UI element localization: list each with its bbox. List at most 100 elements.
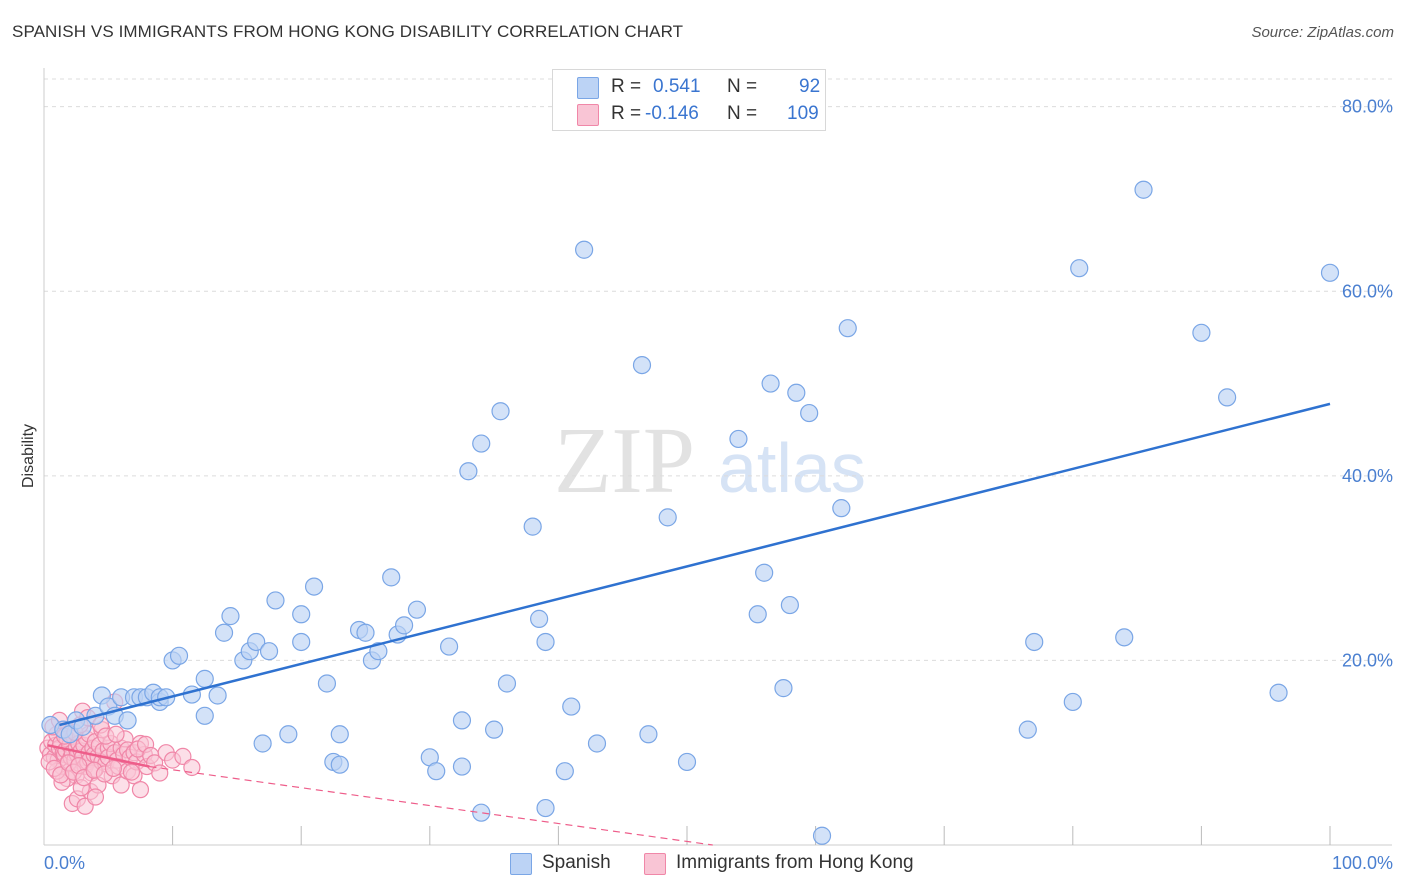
watermark-zip: ZIP	[554, 409, 695, 513]
trend-lines	[47, 402, 1331, 846]
spanish-point-53	[472, 803, 491, 822]
spanish-point-74	[774, 679, 793, 698]
legend-swatch-spanish	[577, 77, 599, 99]
y-tick-label-80: 80.0%	[1342, 97, 1393, 117]
spanish-point-31	[279, 725, 298, 744]
gridlines	[44, 78, 1392, 661]
spanish-point-30	[266, 591, 285, 610]
y-tick-labels: 20.0% 40.0% 60.0% 80.0%	[1342, 97, 1393, 671]
spanish-point-32	[292, 605, 311, 624]
spanish-point-22	[208, 686, 227, 705]
spanish-point-57	[497, 674, 517, 693]
axes	[43, 68, 1392, 846]
spanish-point-78	[812, 826, 832, 845]
spanish-point-65	[587, 734, 607, 753]
spanish-point-38	[330, 755, 349, 774]
x-ticks	[172, 826, 1331, 845]
spanish-point-80	[838, 319, 857, 338]
spanish-point-71	[748, 605, 767, 624]
spanish-point-61	[536, 798, 555, 818]
spanish-point-70	[729, 429, 748, 449]
spanish-point-29	[259, 642, 279, 661]
spanish-point-34	[304, 577, 324, 596]
spanish-point-40	[356, 623, 375, 642]
trend-line-hong-kong-extension	[149, 765, 713, 846]
y-tick-label-20: 20.0%	[1342, 650, 1393, 670]
source-credit: Source: ZipAtlas.com	[1251, 24, 1394, 41]
spanish-point-23	[214, 623, 234, 642]
spanish-point-88	[1218, 388, 1237, 407]
spanish-point-48	[427, 762, 446, 781]
hong-kong-point-99	[122, 763, 141, 781]
spanish-point-85	[1115, 628, 1134, 647]
spanish-point-79	[832, 499, 851, 518]
spanish-point-81	[1018, 720, 1037, 739]
bottom-legend-swatch-hong-kong	[644, 853, 666, 875]
hong-kong-point-67	[131, 781, 150, 799]
spanish-point-56	[491, 402, 510, 421]
spanish-point-33	[292, 632, 311, 652]
spanish-point-84	[1070, 259, 1089, 278]
spanish-point-75	[780, 595, 799, 615]
y-tick-label-60: 60.0%	[1342, 281, 1393, 301]
spanish-point-60	[536, 632, 555, 652]
legend-n-value-spanish: 92	[799, 76, 821, 97]
spanish-point-42	[369, 642, 388, 661]
spanish-point-50	[452, 711, 472, 730]
spanish-point-86	[1134, 180, 1153, 199]
bottom-legend-swatch-spanish	[510, 853, 532, 875]
legend-n-label: N =	[727, 76, 758, 97]
legend-r-label: R =	[611, 103, 642, 124]
correlation-legend: R = 0.541 N = 92 R = -0.146 N = 109	[552, 69, 826, 131]
spanish-point-9	[118, 711, 137, 730]
legend-swatch-hong-kong	[577, 104, 599, 126]
spanish-point-73	[761, 374, 780, 393]
spanish-point-87	[1192, 323, 1211, 342]
spanish-point-27	[247, 632, 266, 652]
spanish-point-52	[459, 462, 478, 481]
spanish-point-90	[1320, 263, 1340, 282]
spanish-point-59	[530, 609, 549, 628]
spanish-point-83	[1063, 692, 1082, 712]
spanish-point-68	[658, 508, 677, 527]
spanish-point-19	[182, 685, 201, 704]
x-tick-label-min: 0.0%	[44, 853, 85, 873]
spanish-point-46	[407, 600, 427, 619]
spanish-point-55	[485, 720, 504, 739]
spanish-point-77	[800, 403, 819, 423]
legend-r-label: R =	[611, 76, 642, 97]
spanish-point-89	[1269, 683, 1288, 702]
legend-r-value-spanish: 0.541	[653, 76, 701, 97]
spanish-point-54	[472, 434, 491, 453]
watermark: ZIP atlas	[554, 409, 866, 513]
x-tick-label-max: 100.0%	[1332, 853, 1393, 873]
series-spanish-points	[41, 180, 1340, 845]
y-axis-label: Disability	[20, 424, 37, 488]
x-tick-labels: 0.0% 100.0%	[44, 853, 1393, 873]
spanish-point-24	[221, 607, 240, 626]
spanish-point-67	[639, 725, 658, 744]
spanish-point-64	[575, 240, 594, 259]
spanish-point-82	[1025, 632, 1044, 652]
spanish-point-69	[677, 752, 697, 772]
legend-n-label: N =	[727, 103, 758, 124]
spanish-point-66	[632, 355, 652, 375]
spanish-point-28	[253, 734, 272, 753]
spanish-point-45	[394, 616, 414, 635]
hong-kong-point-107	[174, 747, 192, 766]
spanish-point-72	[755, 563, 774, 582]
spanish-point-76	[787, 383, 806, 402]
spanish-point-18	[169, 646, 189, 665]
hong-kong-point-89	[107, 725, 125, 743]
spanish-point-21	[195, 706, 214, 725]
y-tick-label-40: 40.0%	[1342, 466, 1393, 486]
spanish-point-43	[382, 568, 401, 587]
legend-n-value-hong-kong: 109	[787, 103, 819, 124]
spanish-point-62	[555, 762, 574, 781]
hong-kong-point-75	[86, 788, 105, 806]
spanish-point-35	[317, 674, 337, 693]
hong-kong-point-57	[112, 776, 130, 794]
chart-title: SPANISH VS IMMIGRANTS FROM HONG KONG DIS…	[12, 22, 684, 41]
legend-r-value-hong-kong: -0.146	[645, 103, 699, 124]
